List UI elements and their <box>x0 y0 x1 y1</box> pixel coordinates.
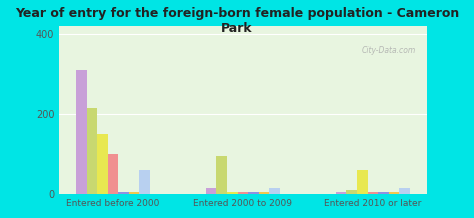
Bar <box>87 108 97 194</box>
Bar <box>129 192 139 194</box>
Bar <box>367 192 378 194</box>
Bar <box>389 192 399 194</box>
Bar <box>217 156 227 194</box>
Bar <box>357 170 367 194</box>
Bar <box>139 170 150 194</box>
Bar <box>108 154 118 194</box>
Text: Year of entry for the foreign-born female population - Cameron
Park: Year of entry for the foreign-born femal… <box>15 7 459 34</box>
Bar <box>378 192 389 194</box>
Bar <box>237 192 248 194</box>
Bar <box>399 188 410 194</box>
Bar <box>248 192 259 194</box>
Bar <box>76 70 87 194</box>
Bar <box>227 192 237 194</box>
Bar <box>97 134 108 194</box>
Bar <box>346 190 357 194</box>
Bar <box>269 188 280 194</box>
Bar <box>118 192 129 194</box>
Bar <box>206 188 217 194</box>
Bar <box>336 192 346 194</box>
Text: City-Data.com: City-Data.com <box>361 46 416 55</box>
Bar <box>259 192 269 194</box>
